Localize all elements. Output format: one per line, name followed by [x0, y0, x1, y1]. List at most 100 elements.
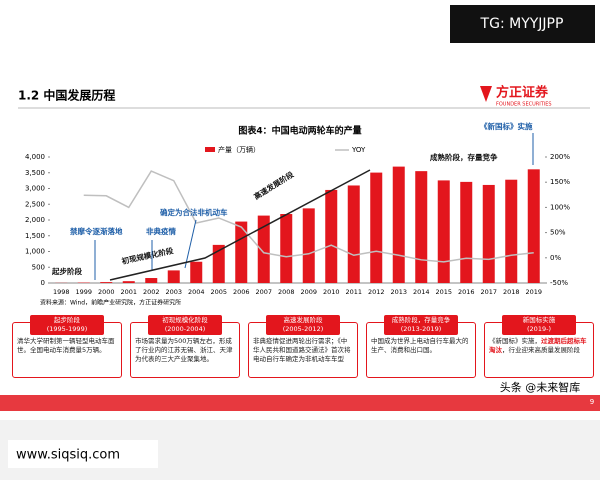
y-tick-label: 4,000: [25, 153, 45, 161]
y-tick-label: 2,000: [25, 216, 45, 224]
stage-tab: 初现规模化阶段 (2000-2004): [148, 315, 222, 335]
y-tick-label: 0: [41, 279, 45, 287]
x-tick-label: 2011: [345, 288, 362, 296]
x-tick-label: 1999: [75, 288, 92, 296]
x-tick-label: 2001: [120, 288, 137, 296]
stage-tab: 高速发展阶段 (2005-2012): [266, 315, 340, 335]
x-tick-label: 2009: [300, 288, 317, 296]
stage-title: 成熟阶段，存量竞争: [391, 316, 451, 324]
bar: [437, 180, 450, 283]
bar: [392, 166, 405, 283]
bar: [460, 181, 473, 283]
watermark-bg: [450, 5, 595, 43]
stage-title: 起步阶段: [54, 316, 80, 324]
logo-en: FOUNDER SECURITIES: [496, 102, 552, 108]
y-tick-label: 3,000: [25, 185, 45, 193]
y-tick-label: 1,500: [25, 232, 45, 240]
logo-icon: [480, 86, 492, 102]
y2-tick-label: -50%: [550, 279, 568, 287]
stage-title: 高速发展阶段: [283, 316, 323, 324]
growth-arrow: [109, 169, 371, 281]
stage-text: 过渡期后超标车淘汰: [489, 337, 587, 354]
stage-text: 市场需求量为500万辆左右，形成了行业内的江苏无锡、浙江、天津为代表的三大产业聚…: [135, 337, 233, 363]
y-tick-label: 1,000: [25, 248, 45, 256]
bar: [482, 184, 495, 283]
slide-bg: [0, 0, 600, 420]
y2-tick-label: 150%: [550, 178, 570, 186]
x-tick-label: 2012: [368, 288, 385, 296]
bar: [370, 172, 383, 283]
x-tick-label: 2004: [188, 288, 205, 296]
stage-period: (2019-): [527, 325, 551, 333]
annotation: 非典疫情: [146, 226, 176, 236]
watermark: TG: MYYJJPP: [480, 16, 564, 32]
footer-band: [0, 395, 600, 411]
y2-tick-label: 100%: [550, 203, 570, 211]
site: www.siqsiq.com: [16, 448, 120, 463]
x-tick-label: 2000: [98, 288, 115, 296]
slide-title: 1.2 中国发展历程: [18, 88, 115, 103]
bar: [122, 281, 135, 283]
annotation: 起步阶段: [51, 266, 82, 276]
y-tick-label: 2,500: [25, 200, 45, 208]
x-tick-label: 2014: [413, 288, 430, 296]
x-tick-label: 2002: [143, 288, 160, 296]
stage-text: 清华大学研制第一辆轻型电动车面世。全国电动车消费量5万辆。: [17, 337, 115, 354]
stage-period: (2013-2019): [400, 325, 442, 333]
stage-text: 《新国标》实施，: [489, 337, 541, 345]
x-tick-label: 2016: [458, 288, 475, 296]
bar: [302, 208, 315, 283]
legend-swatch: [205, 147, 215, 152]
stage-title: 初现规模化阶段: [162, 316, 208, 324]
y2-tick-label: 200%: [550, 153, 570, 161]
x-tick-label: 2019: [525, 288, 542, 296]
annotation-arrow: [184, 219, 197, 269]
page-number: 9: [590, 398, 594, 406]
y2-tick-label: 50%: [550, 229, 566, 237]
x-tick-label: 2005: [210, 288, 227, 296]
legend-label: 产量（万辆）: [218, 145, 260, 154]
annotation: 确定为合法非机动车: [160, 207, 228, 217]
bar: [257, 215, 270, 283]
stage-text: 非典疫情促进两轮出行需求；《中华人民共和国道路交通法》首次将电动自行车确定为非机…: [253, 337, 351, 363]
chart-title: 图表4：中国电动两轮车的产量: [238, 125, 361, 137]
x-tick-label: 2007: [255, 288, 272, 296]
x-tick-label: 1998: [53, 288, 70, 296]
site-bg: [8, 440, 158, 468]
footer-brand: 头条 @未来智库: [500, 380, 581, 394]
y2-tick-label: 0%: [550, 254, 561, 262]
bar: [505, 179, 518, 283]
x-tick-label: 2017: [480, 288, 497, 296]
source: 资料来源：Wind，前瞻产业研究院，方正证券研究所: [40, 299, 181, 307]
stage-period: (2005-2012): [282, 325, 324, 333]
annotation: 禁摩令逐渐落地: [70, 226, 123, 236]
bar: [347, 185, 360, 283]
x-tick-label: 2008: [278, 288, 295, 296]
x-tick-label: 2015: [435, 288, 452, 296]
bar: [145, 278, 158, 283]
stage-tab: 起步阶段 (1995-1999): [30, 315, 104, 335]
y-tick-label: 500: [32, 263, 45, 271]
logo-cn: 方正证券: [496, 85, 549, 101]
bar: [325, 189, 338, 283]
bar: [167, 270, 180, 283]
stage-period: (2000-2004): [164, 325, 206, 333]
stage-text: 中国成为世界上电动自行车最大的生产、消费和出口国。: [371, 337, 469, 354]
stage-period: (1995-1999): [46, 325, 88, 333]
bar: [100, 282, 113, 283]
x-tick-label: 2006: [233, 288, 250, 296]
stage-text: ，行业迎来高质量发展阶段: [502, 346, 580, 354]
bar: [527, 169, 540, 283]
bar: [212, 244, 225, 283]
x-tick-label: 2018: [503, 288, 520, 296]
yoy-line: [83, 170, 534, 263]
bar: [190, 261, 203, 283]
bar: [415, 171, 428, 283]
stage-tab: 成熟阶段，存量竞争 (2013-2019): [384, 315, 458, 335]
stage-title: 新国标实施: [522, 316, 556, 324]
legend-label: YOY: [351, 146, 366, 154]
x-tick-label: 2010: [323, 288, 340, 296]
x-tick-label: 2003: [165, 288, 182, 296]
